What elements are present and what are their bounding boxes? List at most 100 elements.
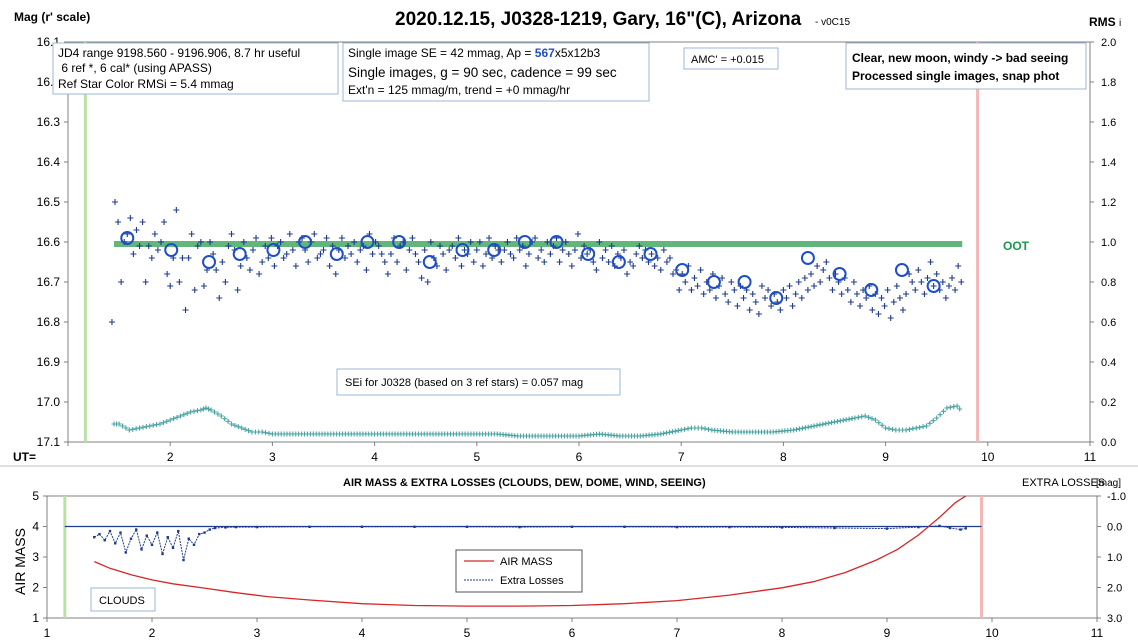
rms-point	[259, 429, 265, 435]
se-line1-pre: Single image SE = 42 mmag, Ap =	[348, 46, 535, 60]
extra-losses-point	[129, 537, 133, 540]
x-tick-label: 3	[269, 450, 276, 464]
bottom-legend: AIR MASS Extra Losses	[455, 549, 583, 593]
single-image-point	[197, 239, 204, 245]
single-image-point	[164, 271, 171, 277]
y2-tick-label: 1.4	[1101, 157, 1116, 169]
single-image-point	[455, 235, 462, 241]
chart-title-suffix: - v0C15	[815, 17, 850, 28]
single-image-point	[651, 263, 658, 269]
single-image-point	[240, 239, 247, 245]
single-image-point	[228, 231, 235, 237]
single-image-point	[780, 287, 787, 293]
extra-losses-point	[780, 526, 784, 529]
binned-point	[894, 263, 909, 277]
rms-point	[232, 422, 238, 428]
extra-losses-point	[518, 525, 521, 529]
rms-point	[143, 424, 149, 430]
single-image-point	[473, 247, 480, 253]
single-image-point	[538, 247, 545, 253]
rms-point	[808, 424, 814, 430]
rms-point	[667, 429, 673, 435]
binned-point	[800, 251, 815, 265]
rms-point	[837, 418, 843, 424]
rms-point	[934, 415, 940, 421]
rms-point	[840, 417, 846, 423]
bottom-x-tick-label: 11	[1091, 626, 1104, 640]
extra-losses-point	[182, 558, 185, 562]
rms-point	[661, 430, 667, 436]
bottom-y2-tick-label: -1.0	[1107, 491, 1126, 503]
rms-point	[133, 426, 139, 432]
bottom-x-tick-label: 9	[884, 626, 891, 640]
single-image-point	[467, 239, 474, 245]
extra-losses-point	[213, 526, 217, 530]
top-x-axis: 2 3 4 5 6 7 8 9 10 11	[67, 442, 1097, 464]
extra-losses-point	[255, 525, 259, 529]
extra-losses-point	[948, 526, 952, 530]
single-image-point	[909, 279, 916, 285]
rms-point	[242, 426, 248, 432]
single-image-point	[639, 255, 646, 261]
bottom-x-tick-label: 1	[44, 626, 51, 640]
single-image-point	[406, 247, 413, 253]
rms-point	[120, 423, 126, 429]
rms-point	[957, 406, 963, 412]
single-image-point	[722, 291, 729, 297]
rms-point	[225, 418, 231, 424]
rms-point	[802, 425, 808, 431]
bottom-x-tick-label: 5	[464, 626, 471, 640]
extra-losses-point	[108, 529, 112, 533]
single-image-point	[136, 243, 143, 249]
single-image-point	[648, 251, 655, 257]
extra-losses-point	[187, 537, 190, 540]
binned-point	[737, 275, 752, 289]
single-image-point	[893, 283, 900, 289]
single-image-point	[158, 239, 165, 245]
single-image-point	[691, 275, 698, 281]
single-image-point	[437, 243, 444, 249]
single-image-point	[660, 247, 667, 253]
single-image-point	[676, 287, 683, 293]
rms-point	[849, 416, 855, 422]
y2-tick-label: 0.4	[1101, 357, 1116, 369]
single-image-point	[694, 283, 701, 289]
single-image-point	[421, 247, 428, 253]
single-image-point	[525, 251, 532, 257]
single-image-point	[740, 295, 747, 301]
right-axis-title-sub: i	[1119, 18, 1121, 29]
single-image-point	[939, 279, 946, 285]
rms-point	[862, 413, 868, 419]
rms-point	[147, 423, 153, 429]
single-image-point	[394, 259, 401, 265]
bottom-y2-tick-label: 0.0	[1107, 522, 1122, 534]
binned-point	[517, 235, 532, 249]
single-image-point	[194, 243, 201, 249]
extra-losses-point	[360, 525, 364, 529]
single-image-point	[332, 271, 339, 277]
single-image-point	[568, 263, 575, 269]
single-image-point	[348, 251, 355, 257]
single-image-point	[823, 259, 830, 265]
single-image-point	[510, 255, 517, 261]
rms-point	[883, 425, 889, 431]
single-image-point	[633, 251, 640, 257]
single-image-point	[924, 275, 931, 281]
single-image-point	[470, 259, 477, 265]
single-image-point	[574, 231, 581, 237]
legend-air-mass-label: AIR MASS	[500, 556, 553, 568]
single-image-point	[501, 247, 508, 253]
single-image-point	[115, 219, 122, 225]
single-image-point	[323, 235, 330, 241]
air-mass-axis-title: AIR MASS	[12, 528, 28, 595]
x-tick-label: 6	[576, 450, 583, 464]
single-image-point	[259, 259, 266, 265]
single-image-point	[173, 207, 180, 213]
bottom-y2-axis: -1.0 0.0 1.0 2.0 3.0	[1097, 491, 1126, 625]
single-image-point	[807, 271, 814, 277]
bottom-x-tick-label: 4	[359, 626, 366, 640]
single-image-point	[712, 295, 719, 301]
x-tick-label: 9	[882, 450, 889, 464]
top-y-axis: 16.116.216.316.416.516.616.716.816.917.0…	[37, 35, 68, 449]
single-image-point	[443, 267, 450, 273]
